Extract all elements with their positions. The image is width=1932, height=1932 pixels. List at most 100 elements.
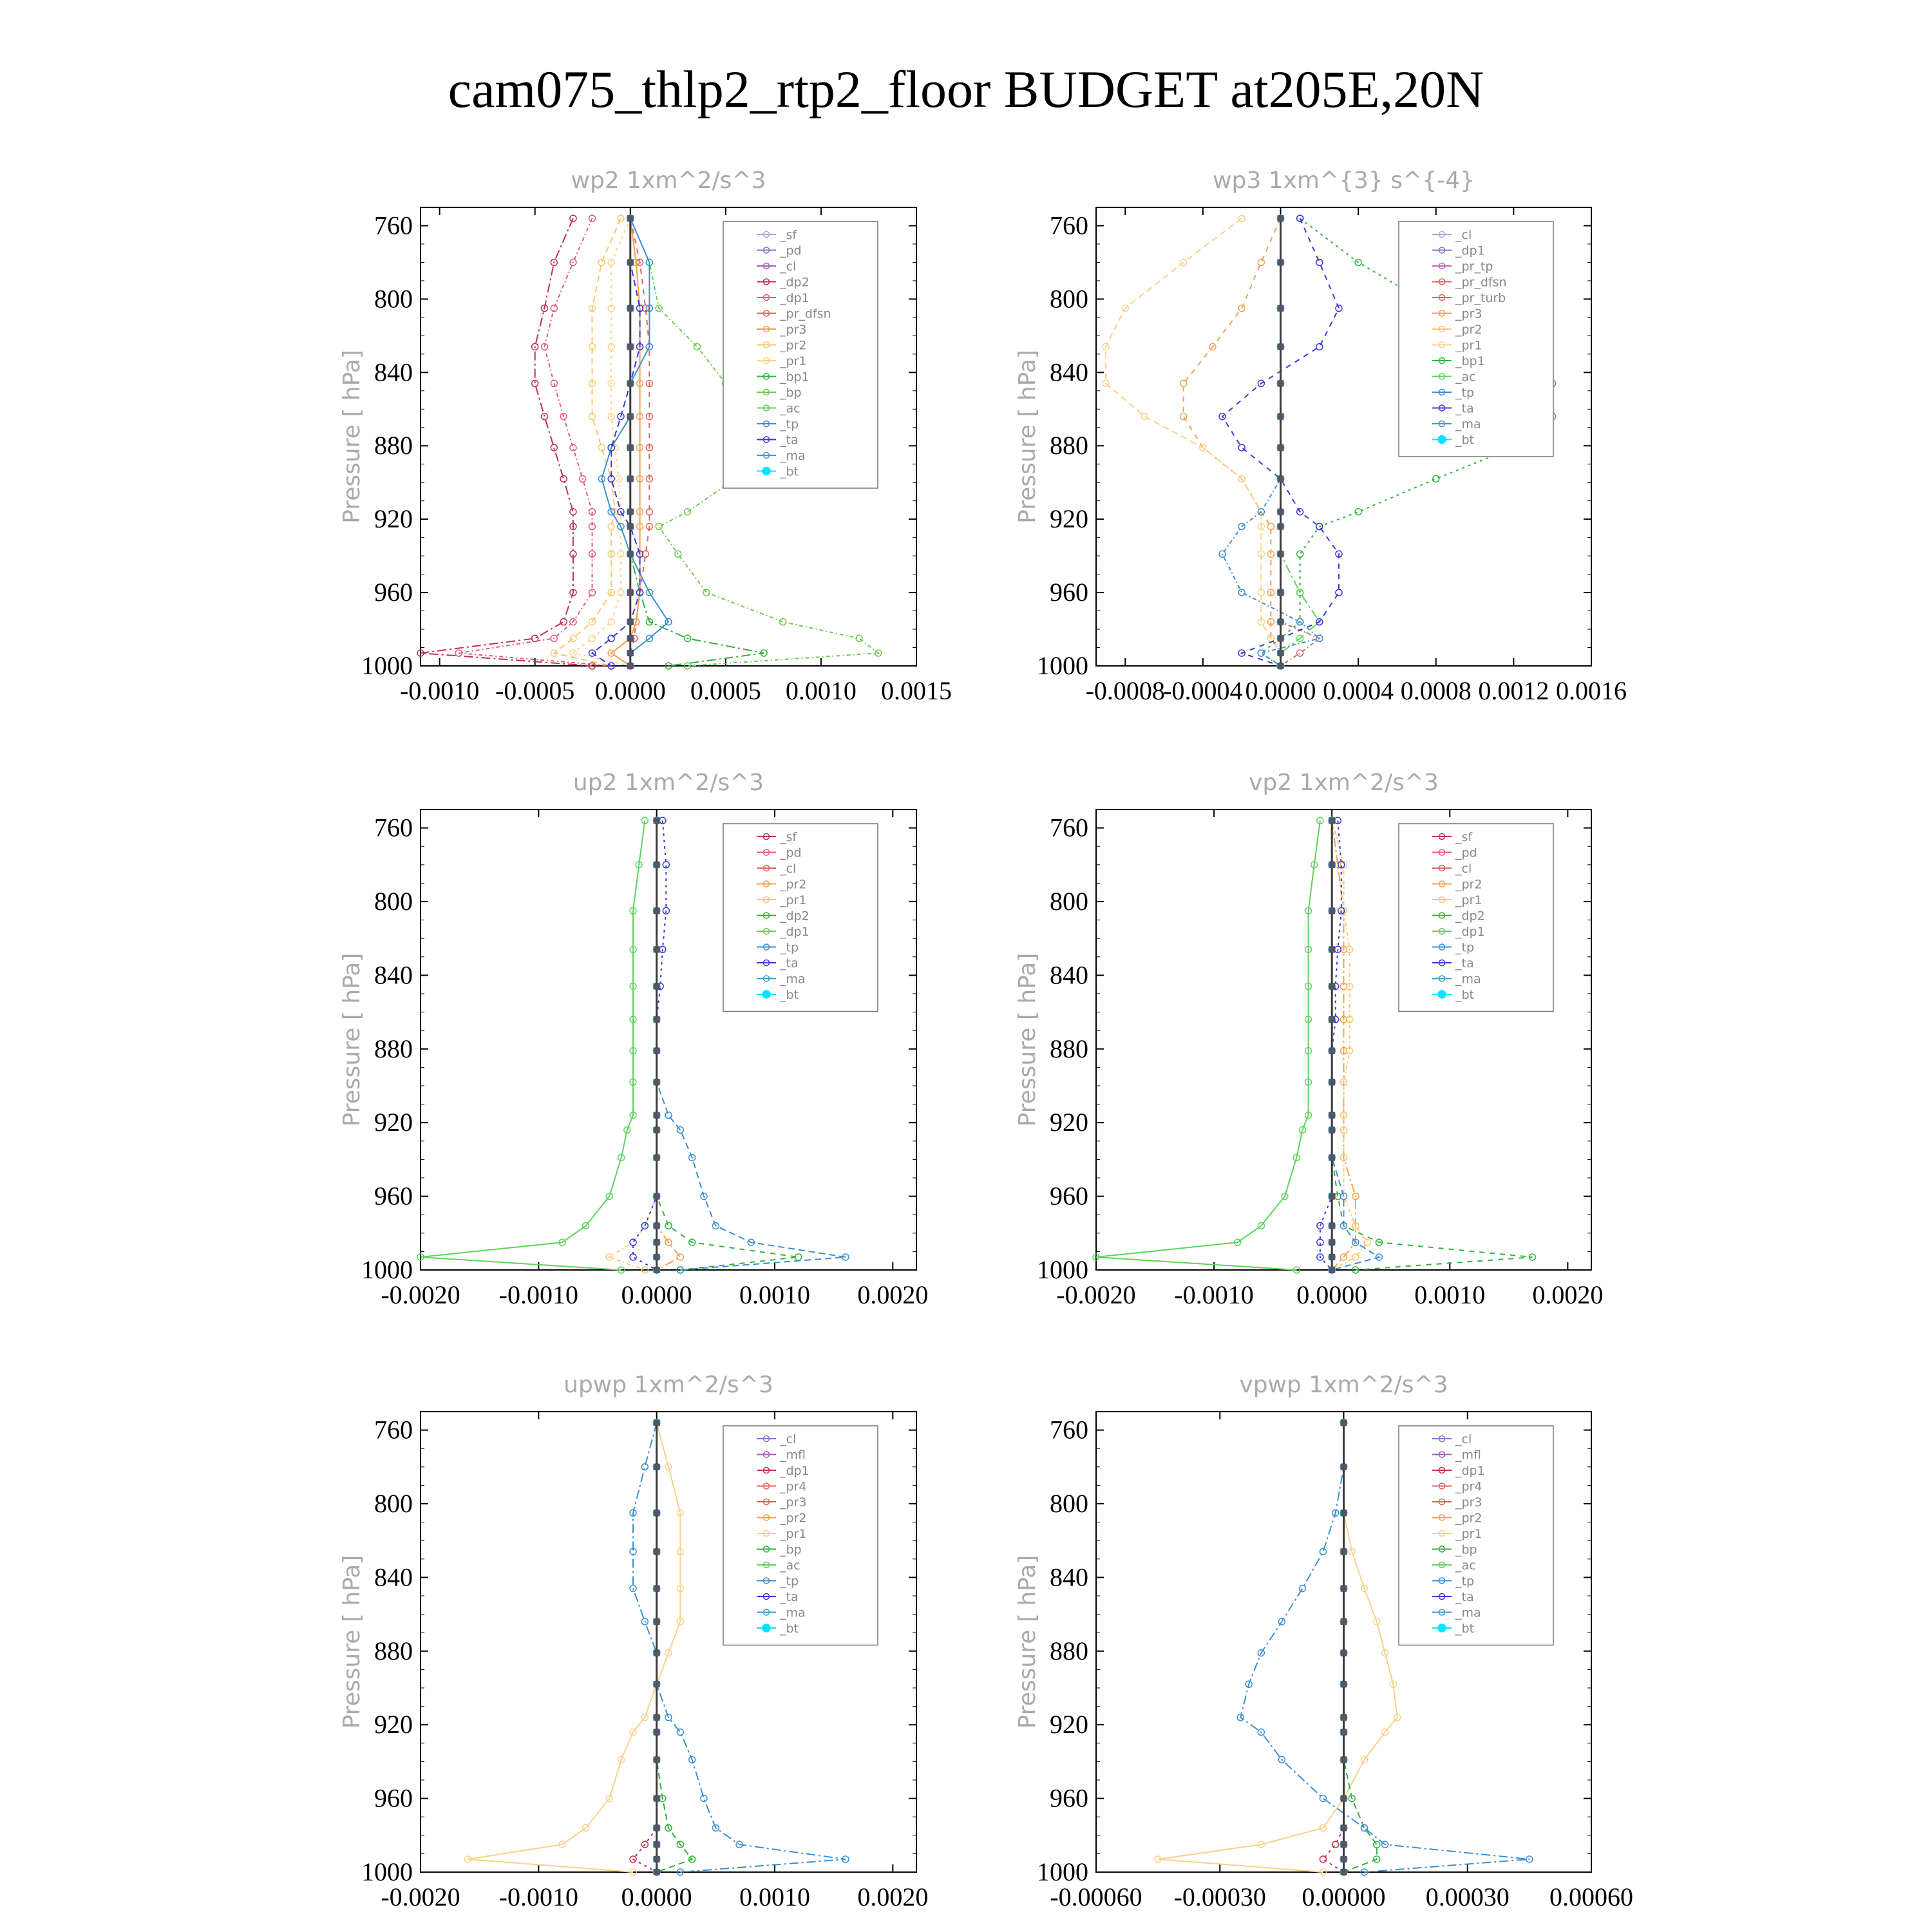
data-point (617, 1266, 625, 1274)
data-point (588, 662, 596, 670)
legend-label: _sf (1455, 830, 1473, 844)
data-point (662, 861, 670, 869)
legend-label: _pr2 (1455, 878, 1482, 892)
series-line-ac (420, 820, 646, 1271)
y-tick-label: 760 (1050, 1416, 1088, 1444)
data-point (1257, 618, 1265, 626)
legend-marker (1438, 388, 1446, 396)
x-tick-label: -0.0010 (499, 1280, 578, 1309)
data-point (455, 649, 462, 657)
legend-label: _pr1 (1455, 339, 1482, 353)
legend-box (1398, 221, 1554, 457)
x-tick-label: -0.0010 (1174, 1280, 1253, 1309)
data-point (1293, 1153, 1301, 1162)
legend-marker (762, 896, 770, 904)
zero-marker (1340, 1463, 1347, 1470)
x-tick-label: -0.0010 (400, 676, 479, 705)
y-axis-label: Pressure [ hPa] (339, 350, 365, 524)
data-point (1257, 1222, 1265, 1230)
zero-marker (1340, 1585, 1347, 1592)
data-point (1236, 1714, 1245, 1721)
x-tick-label: 0.0000 (595, 676, 666, 705)
data-point (636, 475, 644, 483)
data-point (674, 550, 682, 558)
series-line-pr3 (1182, 218, 1282, 666)
data-point (760, 649, 768, 657)
legend-label: _cl (1455, 228, 1472, 242)
zero-marker (1329, 861, 1336, 868)
data-point (588, 550, 596, 558)
data-point (1304, 907, 1312, 915)
data-point (1267, 522, 1275, 531)
legend-marker (762, 388, 770, 396)
legend-label: _pr3 (779, 323, 806, 337)
legend-label: _ac (779, 1558, 800, 1573)
x-tick-label: 0.0000 (1296, 1280, 1367, 1309)
x-tick-label: 0.0010 (786, 676, 857, 705)
x-tick-label: -0.0020 (1056, 1280, 1135, 1309)
legend-marker (1437, 990, 1446, 999)
x-tick-label: -0.00030 (1174, 1882, 1266, 1911)
data-point (688, 1238, 696, 1246)
data-point (560, 412, 567, 421)
data-point (645, 522, 654, 531)
legend-label: _dp2 (779, 276, 810, 290)
data-point (623, 1126, 631, 1134)
legend-label: _dp2 (1455, 909, 1485, 923)
legend-marker (1437, 435, 1446, 444)
data-point (1257, 508, 1265, 516)
zero-marker (627, 444, 634, 451)
data-point (1348, 1794, 1356, 1803)
zero-marker (1277, 380, 1284, 387)
legend-label: _pd (779, 244, 802, 258)
data-point (693, 343, 701, 351)
y-tick-label: 1000 (1037, 651, 1088, 680)
legend-marker (762, 1466, 770, 1474)
zero-marker (653, 1649, 660, 1656)
y-tick-label: 800 (374, 284, 413, 313)
data-point (1363, 1238, 1371, 1246)
zero-marker (1277, 551, 1284, 558)
data-point (1352, 1192, 1359, 1200)
zero-marker (627, 259, 634, 266)
legend-label: _sf (779, 830, 797, 844)
data-point (688, 1153, 696, 1162)
data-point (641, 550, 650, 558)
legend-label: _pr_dfsn (779, 307, 831, 321)
legend-label: _bt (779, 1622, 799, 1636)
data-point (629, 1016, 637, 1023)
y-tick-label: 760 (374, 211, 413, 240)
data-point (1296, 634, 1304, 643)
data-point (1316, 1238, 1324, 1246)
data-point (588, 412, 596, 421)
zero-marker (1329, 907, 1336, 914)
data-point (641, 1714, 649, 1721)
data-point (1257, 550, 1265, 558)
data-point (636, 304, 644, 312)
data-point (1257, 1841, 1265, 1848)
data-point (1179, 412, 1188, 421)
data-point (629, 1868, 637, 1876)
data-point (1375, 1253, 1383, 1261)
data-point (636, 550, 644, 558)
data-point (636, 508, 644, 516)
y-tick-label: 800 (1050, 887, 1088, 916)
data-point (676, 1509, 685, 1517)
data-point (662, 907, 670, 915)
legend-label: _pr2 (779, 339, 806, 353)
data-point (617, 214, 625, 222)
series-line-dp1 (459, 218, 612, 667)
zero-marker (653, 1463, 660, 1470)
plot-frame (420, 809, 917, 1271)
zero-marker (1340, 1795, 1347, 1802)
zero-marker (627, 663, 634, 669)
data-point (1319, 1868, 1327, 1876)
legend-marker (762, 1577, 770, 1584)
legend-marker (762, 373, 770, 380)
legend-label: _ta (1455, 1590, 1474, 1604)
data-point (645, 475, 654, 483)
legend-label: _bt (1455, 433, 1474, 448)
data-point (1316, 258, 1323, 267)
legend-marker (762, 990, 771, 999)
data-point (1296, 550, 1304, 558)
